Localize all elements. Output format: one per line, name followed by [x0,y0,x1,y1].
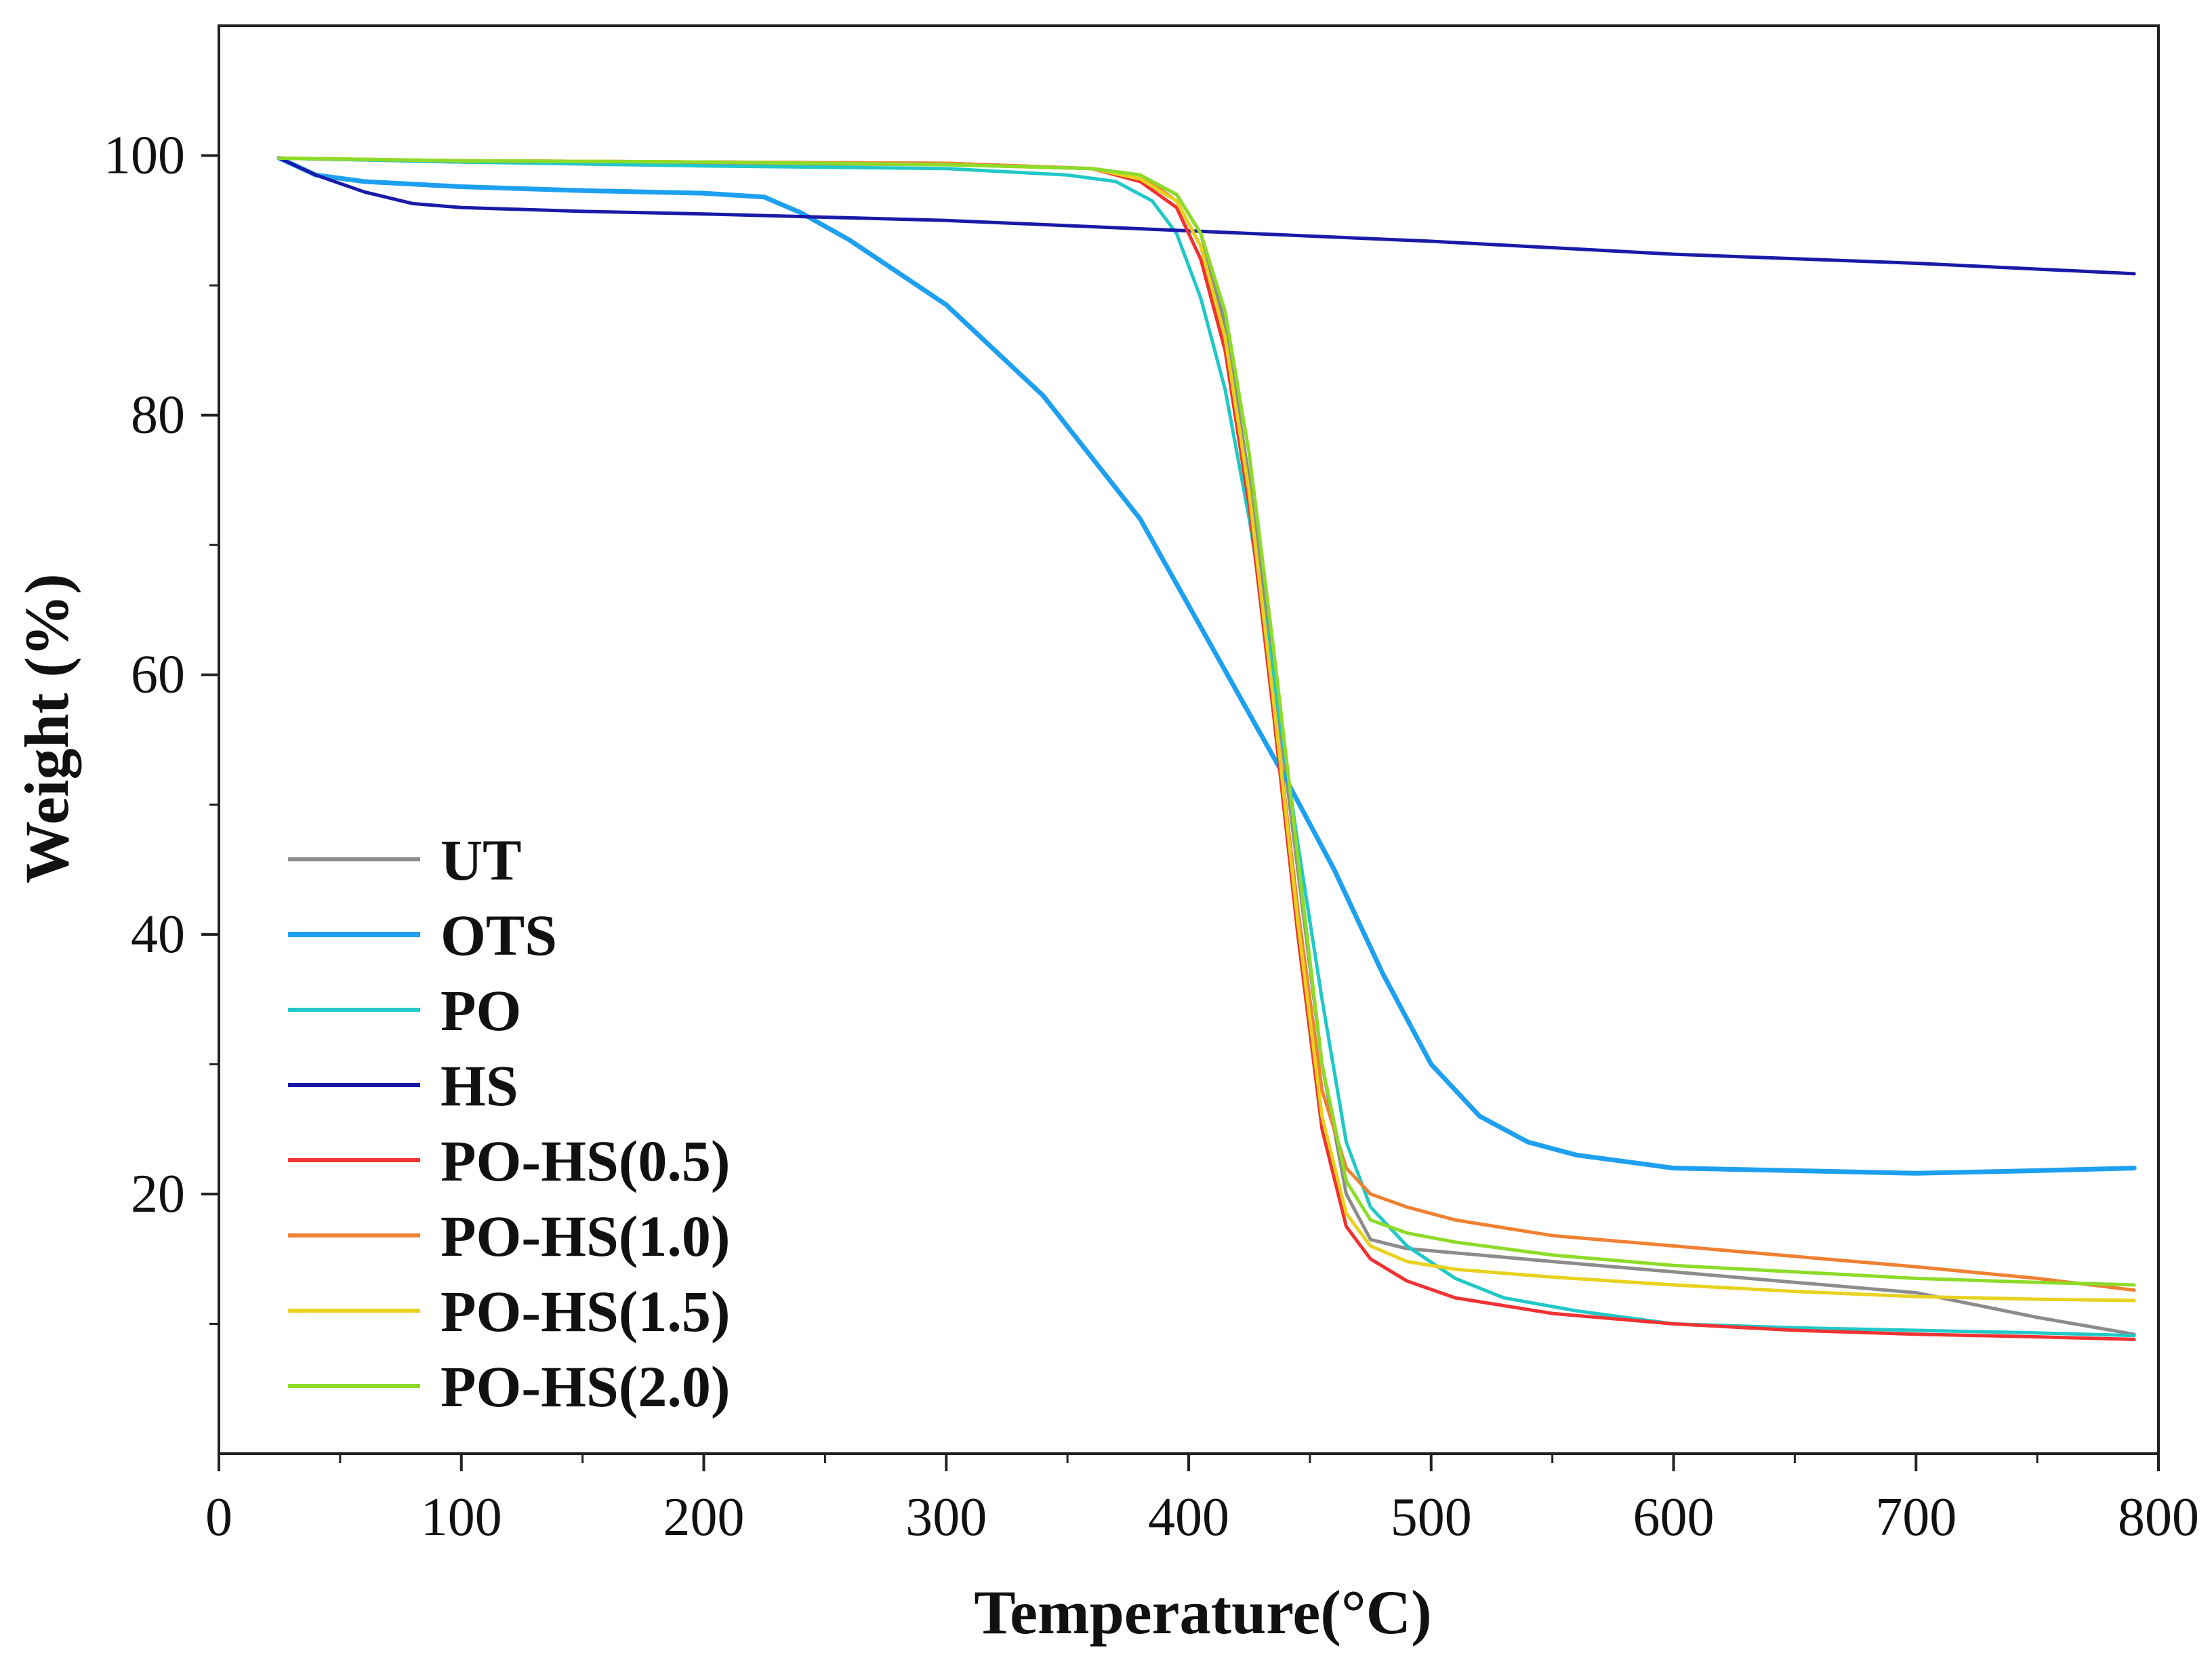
series-lines [276,155,2137,1341]
x-tick-label: 600 [1633,1488,1715,1547]
legend-label: HS [441,1053,518,1118]
y-tick-label: 80 [131,386,185,445]
x-tick-label: 800 [2118,1488,2199,1547]
legend-label: PO [441,978,521,1043]
series-line-po-hs-2-0 [277,156,2136,1287]
legend-label: PO-HS(2.0) [441,1354,731,1419]
x-tick-label: 0 [205,1488,232,1547]
legend-label: UT [441,827,521,893]
x-tick-label: 100 [421,1488,502,1547]
y-tick-label: 20 [131,1164,185,1224]
y-tick-label: 60 [131,645,185,705]
x-tick-label: 400 [1148,1488,1229,1547]
legend-label: PO-HS(1.0) [441,1204,731,1269]
legend-label: PO-HS(1.5) [441,1279,731,1344]
legend-label: PO-HS(0.5) [441,1128,731,1193]
legend: UT OTS PO HS PO-HS(0.5) PO-HS(1.0) PO-HS(1.5) P… [288,827,731,1419]
x-axis-title: Temperature(°C) [974,1578,1432,1647]
x-tick-label: 200 [663,1488,745,1547]
y-axis-title: Weight (%) [12,573,81,883]
y-tick-label: 40 [131,905,185,964]
y-tick-label: 100 [104,126,185,186]
x-tick-label: 500 [1391,1488,1472,1547]
series-line-hs [277,156,2136,276]
x-tick-label: 300 [905,1488,987,1547]
series-line-ots [276,155,2137,1176]
legend-label: OTS [441,903,557,968]
axis-ticks: 0 100 200 300 400 500 600 700 800 20 40 60 80 100 [104,126,2199,1547]
x-tick-label: 700 [1875,1488,1957,1547]
